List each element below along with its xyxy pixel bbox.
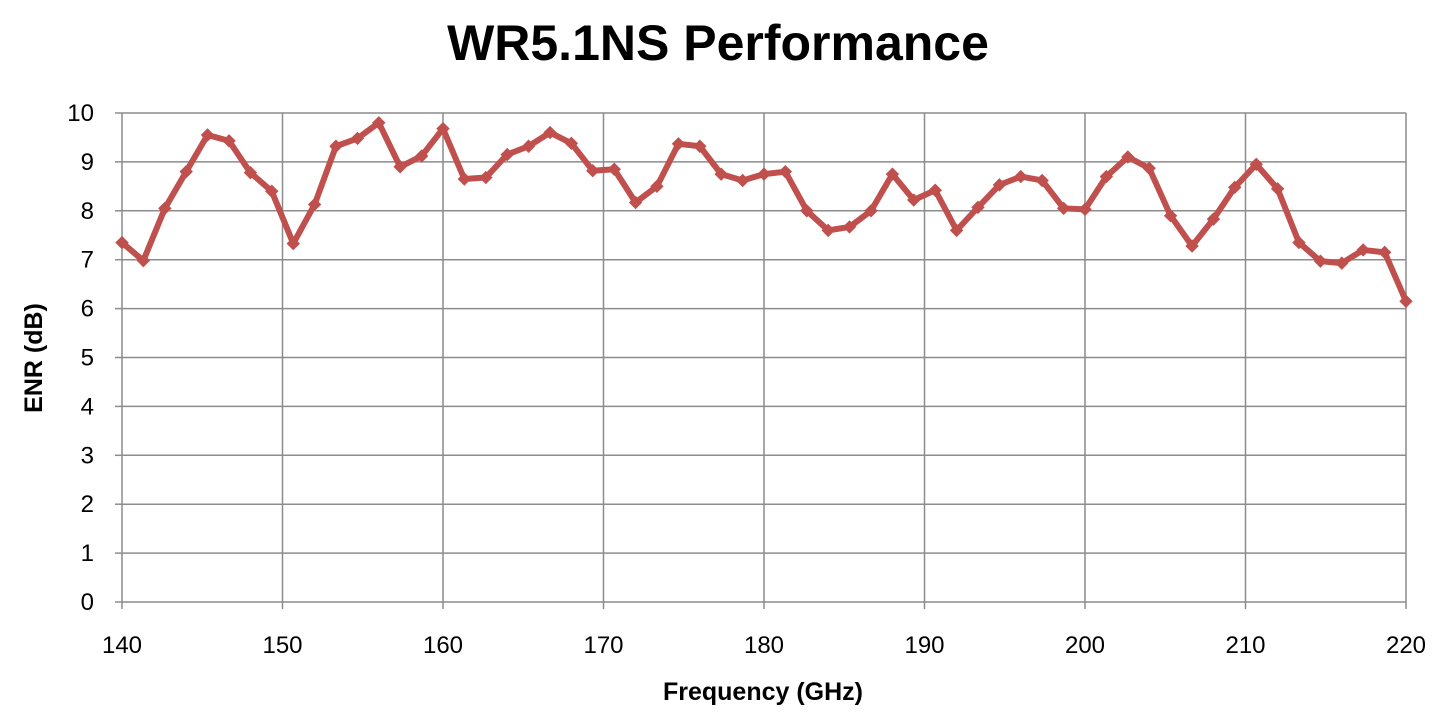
data-point-marker bbox=[628, 195, 643, 210]
data-point-marker bbox=[1142, 161, 1156, 175]
y-tick-label: 9 bbox=[81, 149, 94, 176]
data-point-marker bbox=[1078, 202, 1092, 217]
data-point-marker bbox=[200, 128, 215, 142]
data-point-marker bbox=[372, 116, 386, 130]
data-point-marker bbox=[350, 131, 365, 146]
x-tick-label: 140 bbox=[102, 632, 142, 659]
data-point-marker bbox=[393, 160, 407, 174]
data-point-marker bbox=[243, 165, 258, 180]
x-axis-label: Frequency (GHz) bbox=[663, 678, 863, 706]
data-point-marker bbox=[1099, 169, 1114, 184]
data-point-marker bbox=[864, 204, 878, 218]
y-tick-label: 4 bbox=[81, 393, 94, 420]
x-tick-label: 180 bbox=[744, 632, 784, 659]
y-tick-label: 6 bbox=[81, 296, 94, 323]
data-point-marker bbox=[1356, 243, 1370, 257]
data-point-marker bbox=[179, 164, 193, 179]
y-axis-label: ENR (dB) bbox=[20, 303, 48, 413]
data-point-marker bbox=[821, 223, 835, 238]
x-tick-label: 200 bbox=[1065, 632, 1105, 659]
data-point-marker bbox=[885, 167, 900, 181]
data-point-marker bbox=[1270, 182, 1285, 196]
data-point-marker bbox=[735, 173, 750, 188]
x-tick-label: 150 bbox=[262, 632, 302, 659]
data-point-marker bbox=[479, 170, 493, 185]
data-point-marker bbox=[222, 134, 236, 148]
y-tick-label: 7 bbox=[81, 247, 94, 274]
data-point-marker bbox=[500, 147, 514, 162]
data-point-marker bbox=[436, 121, 450, 136]
data-point-marker bbox=[714, 167, 728, 181]
data-point-marker bbox=[286, 236, 300, 251]
data-point-marker bbox=[1206, 212, 1221, 226]
tick-labels: 0 1 2 3 4 5 6 7 8 9 10 140 150 160 170 180 190 200 210 220 bbox=[67, 100, 1426, 659]
data-point-marker bbox=[1228, 180, 1242, 195]
y-tick-label: 5 bbox=[81, 345, 94, 372]
y-tick-label: 1 bbox=[81, 540, 94, 567]
data-point-marker bbox=[1121, 150, 1135, 164]
data-point-marker bbox=[265, 184, 279, 198]
data-point-marker bbox=[650, 179, 664, 194]
data-point-marker bbox=[1335, 256, 1349, 270]
axes bbox=[115, 112, 1407, 609]
data-point-marker bbox=[971, 200, 985, 215]
data-point-marker bbox=[842, 220, 857, 234]
x-tick-label: 160 bbox=[423, 632, 463, 659]
series-layer bbox=[115, 116, 1413, 308]
data-point-marker bbox=[543, 125, 557, 140]
data-point-marker bbox=[329, 139, 343, 153]
gridlines bbox=[122, 112, 1407, 602]
x-tick-label: 210 bbox=[1225, 632, 1265, 659]
data-point-marker bbox=[671, 137, 686, 151]
chart-title: WR5.1NS Performance bbox=[447, 15, 989, 71]
data-point-marker bbox=[800, 204, 814, 218]
data-point-marker bbox=[757, 167, 771, 181]
data-point-marker bbox=[521, 139, 536, 153]
data-point-marker bbox=[414, 149, 429, 163]
x-tick-label: 190 bbox=[904, 632, 944, 659]
data-point-marker bbox=[1014, 169, 1028, 184]
y-tick-label: 8 bbox=[81, 198, 94, 225]
x-tick-label: 220 bbox=[1386, 632, 1426, 659]
data-point-marker bbox=[778, 164, 793, 179]
y-tick-label: 3 bbox=[81, 442, 94, 469]
data-point-marker bbox=[1292, 235, 1306, 250]
data-point-marker bbox=[607, 162, 621, 176]
data-point-marker bbox=[1399, 294, 1413, 308]
data-point-marker bbox=[907, 193, 921, 207]
data-point-marker bbox=[307, 197, 322, 212]
data-point-marker bbox=[1377, 245, 1392, 260]
data-point-marker bbox=[693, 139, 707, 153]
data-point-marker bbox=[1249, 157, 1263, 172]
data-point-marker bbox=[1185, 239, 1199, 253]
data-point-marker bbox=[136, 253, 151, 268]
x-tick-label: 170 bbox=[583, 632, 623, 659]
data-point-marker bbox=[928, 183, 942, 197]
data-point-marker bbox=[1035, 173, 1049, 188]
y-tick-label: 0 bbox=[81, 589, 94, 616]
data-point-marker bbox=[1163, 208, 1178, 223]
data-point-marker bbox=[457, 172, 472, 186]
data-point-marker bbox=[158, 201, 172, 216]
data-point-marker bbox=[1313, 254, 1328, 268]
data-point-marker bbox=[992, 178, 1007, 192]
y-tick-label: 2 bbox=[81, 491, 94, 518]
data-point-marker bbox=[1056, 201, 1071, 216]
data-point-marker bbox=[564, 136, 579, 151]
data-point-marker bbox=[115, 235, 129, 250]
data-point-marker bbox=[586, 163, 600, 178]
data-point-marker bbox=[949, 223, 964, 238]
y-tick-label: 10 bbox=[67, 100, 94, 127]
